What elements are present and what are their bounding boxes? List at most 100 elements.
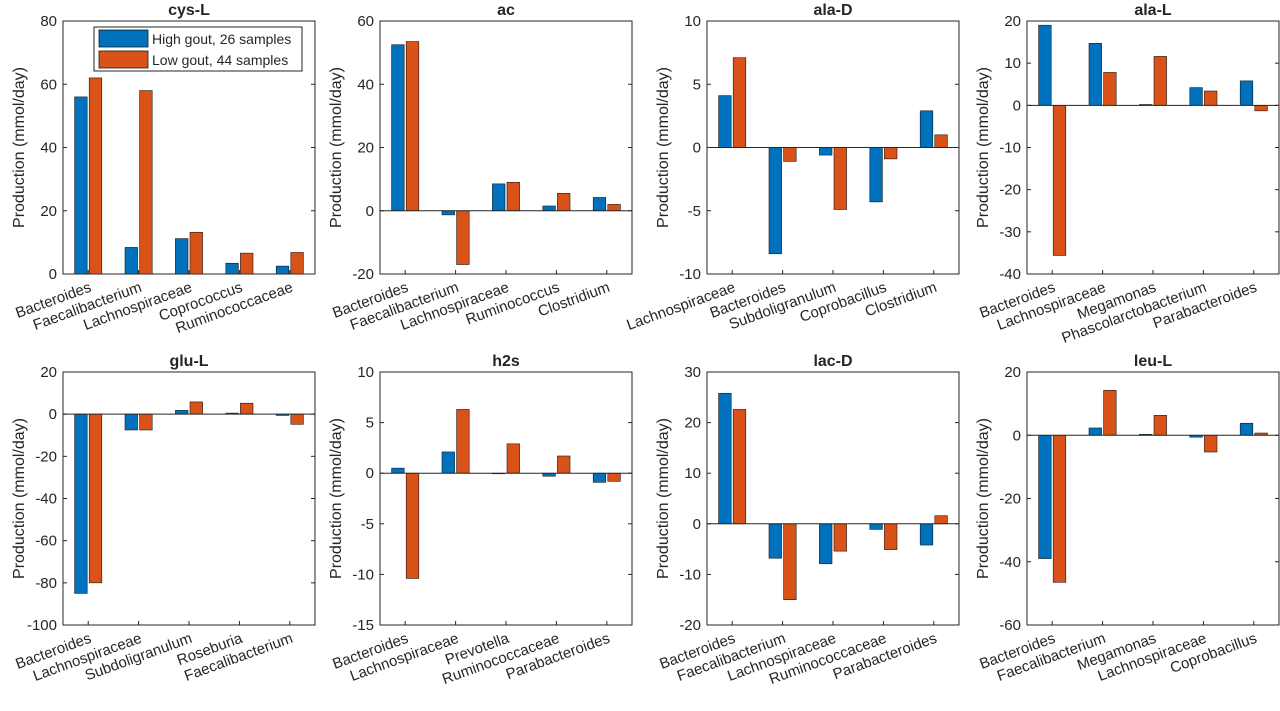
- bar-low: [557, 193, 571, 212]
- bar-high: [718, 95, 732, 148]
- bar-high: [1038, 434, 1052, 559]
- y-tick-label: 0: [49, 406, 57, 423]
- bar-high: [718, 392, 732, 525]
- y-tick-label: -60: [35, 533, 57, 550]
- y-tick-label: -15: [352, 617, 374, 634]
- y-tick-label: 0: [1013, 427, 1021, 444]
- bar-low: [240, 402, 254, 415]
- y-tick-label: -20: [999, 491, 1021, 508]
- chart-title: glu-L: [169, 353, 208, 370]
- y-tick-label: -10: [679, 566, 701, 583]
- y-axis-label: Production (mmol/day): [975, 418, 992, 579]
- y-tick-label: 10: [357, 364, 374, 381]
- bar-low: [506, 443, 520, 474]
- bar-low: [1153, 56, 1167, 106]
- y-tick-label: 20: [1004, 13, 1021, 30]
- y-tick-label: -10: [352, 566, 374, 583]
- bar-high: [869, 523, 883, 530]
- y-tick-label: -100: [27, 617, 57, 634]
- y-tick-label: 10: [684, 465, 701, 482]
- y-tick-label: 60: [357, 13, 374, 30]
- bar-high: [542, 205, 556, 212]
- bar-low: [1103, 72, 1117, 106]
- legend-swatch-low: [98, 50, 149, 69]
- bar-low: [240, 252, 254, 275]
- bar-low: [833, 523, 847, 552]
- y-axis-label: Production (mmol/day): [975, 67, 992, 228]
- bar-low: [884, 147, 898, 160]
- axes-box: [1026, 371, 1280, 626]
- bar-low: [732, 409, 747, 525]
- bar-low: [607, 472, 621, 482]
- axes-box: [379, 20, 633, 275]
- bar-low: [189, 401, 203, 415]
- bar-low: [1103, 390, 1117, 436]
- bar-high: [819, 523, 833, 565]
- y-tick-label: -10: [679, 266, 701, 283]
- bar-low: [1052, 434, 1067, 583]
- bar-low: [557, 455, 571, 474]
- y-tick-label: 10: [684, 13, 701, 30]
- bar-low: [732, 57, 747, 148]
- y-tick-label: 20: [40, 203, 57, 220]
- chart-title: h2s: [492, 353, 520, 370]
- y-axis-label: Production (mmol/day): [328, 67, 345, 228]
- bar-high: [492, 183, 506, 212]
- bar-high: [225, 262, 239, 275]
- bar-high: [441, 210, 455, 216]
- y-tick-label: 10: [1004, 55, 1021, 72]
- bar-high: [869, 147, 883, 203]
- bar-low: [456, 210, 470, 265]
- bar-high: [592, 472, 607, 483]
- bar-high: [441, 451, 455, 474]
- y-tick-label: -40: [35, 491, 57, 508]
- y-tick-label: 5: [693, 76, 701, 93]
- bar-high: [1088, 43, 1102, 106]
- bar-low: [290, 252, 304, 275]
- chart-title: ac: [497, 2, 515, 19]
- legend-swatch-high: [98, 29, 149, 48]
- bar-low: [139, 90, 153, 275]
- chart-title: cys-L: [168, 2, 210, 19]
- bar-high: [768, 523, 782, 559]
- y-axis-label: Production (mmol/day): [328, 418, 345, 579]
- bar-low: [1204, 434, 1218, 453]
- bar-high: [919, 110, 934, 148]
- subplot-glu-L: glu-L -100 -80 -60 -40 -20 0 20 Production (mmol…: [11, 353, 316, 685]
- y-tick-label: 0: [49, 266, 57, 283]
- bar-high: [1239, 80, 1254, 106]
- chart-title: leu-L: [1134, 353, 1172, 370]
- bar-low: [506, 181, 520, 212]
- y-tick-label: 20: [1004, 364, 1021, 381]
- chart-title: ala-L: [1134, 2, 1172, 19]
- chart-title: lac-D: [813, 353, 852, 370]
- bar-high: [391, 44, 405, 212]
- bar-low: [1052, 105, 1067, 256]
- chart-title: ala-D: [813, 2, 852, 19]
- bar-high: [175, 410, 189, 415]
- y-tick-label: -20: [352, 266, 374, 283]
- bar-low: [934, 515, 948, 525]
- y-tick-label: -20: [999, 182, 1021, 199]
- bar-high: [768, 147, 782, 255]
- bar-low: [189, 231, 203, 275]
- y-axis-label: Production (mmol/day): [11, 67, 28, 228]
- y-tick-label: 0: [693, 516, 701, 533]
- bar-high: [592, 197, 607, 212]
- bar-high: [1038, 24, 1052, 106]
- y-tick-label: 30: [684, 364, 701, 381]
- y-tick-label: 0: [693, 140, 701, 157]
- bar-low: [833, 147, 847, 210]
- axes-box: [379, 371, 633, 626]
- y-tick-label: -30: [999, 224, 1021, 241]
- bar-low: [783, 523, 797, 600]
- bar-high: [74, 96, 88, 275]
- y-tick-label: -20: [35, 448, 57, 465]
- y-tick-label: 0: [1013, 97, 1021, 114]
- bar-high: [124, 413, 138, 431]
- y-tick-label: -40: [999, 266, 1021, 283]
